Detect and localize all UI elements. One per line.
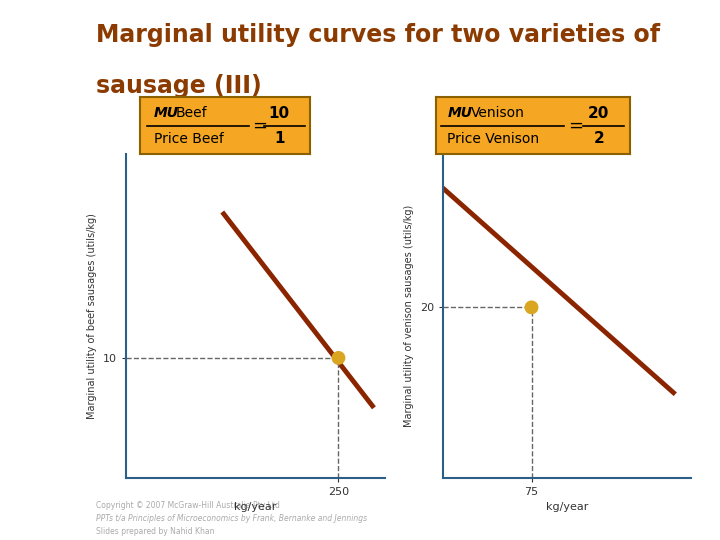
Text: 20: 20 [588,106,610,120]
Text: =: = [568,117,582,134]
Y-axis label: Marginal utility of venison sausages (utils/kg): Marginal utility of venison sausages (ut… [404,205,414,427]
Text: 2: 2 [593,131,604,146]
Text: Price Beef: Price Beef [154,132,224,146]
Text: Venison: Venison [471,106,524,120]
Point [526,303,537,312]
Text: Price Venison: Price Venison [447,132,539,146]
Text: Graw: Graw [27,518,55,528]
Text: MU: MU [154,106,179,120]
Text: Mc: Mc [32,502,51,515]
Text: Hill: Hill [32,530,50,540]
Y-axis label: Marginal utility of beef sausages (utils/kg): Marginal utility of beef sausages (utils… [87,213,97,419]
Text: Microeconomics: Microeconomics [13,21,70,26]
X-axis label: kg/year: kg/year [235,503,276,512]
Point [333,354,344,362]
Text: MU: MU [447,106,472,120]
Text: 1: 1 [274,131,284,146]
Text: sausage (III): sausage (III) [96,75,261,98]
Text: Beef: Beef [176,106,207,120]
X-axis label: kg/year: kg/year [546,503,588,512]
Text: Slides prepared by Nahid Khan: Slides prepared by Nahid Khan [96,526,214,536]
Text: 27: 27 [676,504,701,522]
Text: Marginal utility curves for two varieties of: Marginal utility curves for two varietie… [96,23,660,47]
Text: Copyright © 2007 McGraw-Hill Australia Pty Ltd: Copyright © 2007 McGraw-Hill Australia P… [96,501,279,510]
Text: =: = [252,117,267,134]
Text: PPTs t/a Principles of Microeconomics by Frank, Bernanke and Jennings: PPTs t/a Principles of Microeconomics by… [96,514,366,523]
Text: 10: 10 [269,106,289,120]
